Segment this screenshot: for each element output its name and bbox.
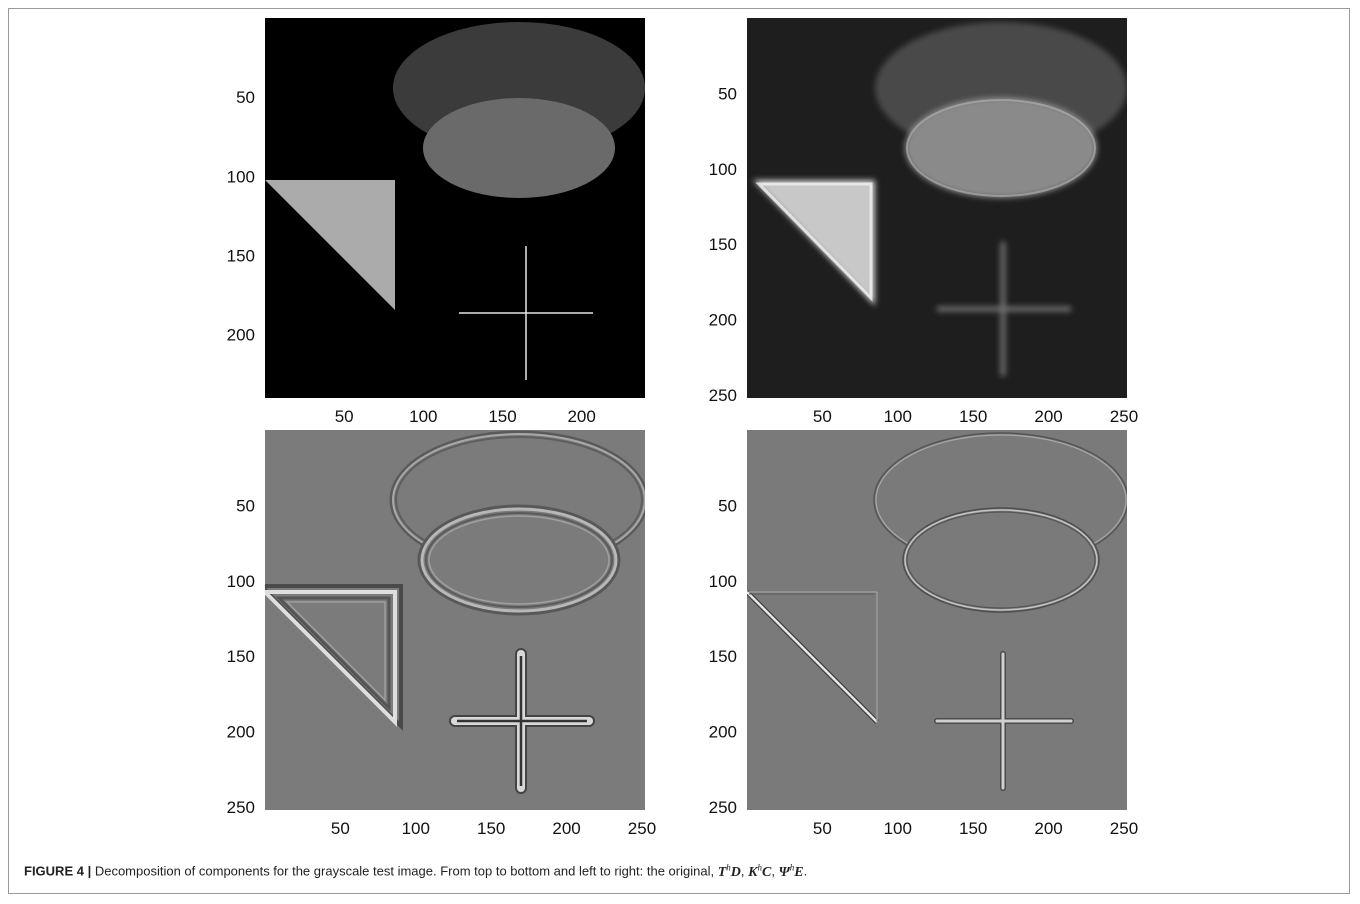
figure-caption: FIGURE 4 | Decomposition of components f…	[24, 862, 808, 880]
x-tick-label: 50	[813, 819, 832, 838]
cross-edge	[934, 651, 1074, 791]
y-tick-label: 100	[227, 167, 255, 186]
y-tick-label: 150	[709, 235, 737, 254]
panel-noise: 50 100 150 200 250 50 100 150 200 250	[692, 430, 1138, 842]
y-tick-label: 150	[227, 647, 255, 666]
x-tick-label: 250	[1110, 407, 1138, 426]
y-tick-label: 250	[709, 386, 737, 405]
y-tick-label: 100	[227, 572, 255, 591]
x-tick-label: 200	[552, 819, 580, 838]
y-tick-label: 200	[709, 723, 737, 742]
x-tick-label: 100	[409, 407, 437, 426]
term-1: ThD	[717, 862, 741, 880]
panel-texture: 50 100 150 200 250 50 100 150 200 250	[210, 430, 656, 842]
small-ellipse-edge	[417, 504, 621, 616]
panel-cartoon: 50 100 150 200 250 50 100 150 200 250	[692, 18, 1138, 430]
x-tick-label: 100	[884, 407, 912, 426]
y-tick-label: 200	[709, 311, 737, 330]
x-tick-label: 200	[1034, 819, 1062, 838]
x-tick-label: 100	[884, 819, 912, 838]
x-tick-label: 200	[1034, 407, 1062, 426]
x-tick-label: 200	[567, 407, 595, 426]
y-tick-label: 150	[227, 247, 255, 266]
x-tick-label: 50	[331, 819, 350, 838]
small-ellipse	[905, 98, 1097, 198]
x-tick-label: 250	[1110, 819, 1138, 838]
small-ellipse-edge	[902, 507, 1100, 613]
image-background	[265, 430, 645, 810]
x-tick-label: 50	[813, 407, 832, 426]
y-tick-label: 50	[718, 496, 737, 515]
y-tick-label: 50	[718, 84, 737, 103]
y-tick-label: 50	[236, 496, 255, 515]
x-tick-label: 150	[959, 407, 987, 426]
y-tick-label: 200	[227, 723, 255, 742]
term-3: ΨhE	[778, 862, 804, 880]
triangle-edge	[265, 584, 403, 731]
y-tick-label: 150	[709, 647, 737, 666]
x-tick-label: 150	[488, 407, 516, 426]
cross-edge	[449, 648, 595, 794]
x-tick-label: 150	[477, 819, 505, 838]
triangle-edge	[747, 590, 879, 724]
term-2: KhC	[748, 862, 772, 880]
y-tick-label: 250	[227, 798, 255, 817]
image-background	[747, 430, 1127, 810]
x-tick-label: 100	[402, 819, 430, 838]
figure-frame	[8, 8, 1350, 894]
triangle	[753, 180, 875, 306]
small-ellipse	[423, 98, 615, 198]
triangle	[265, 180, 395, 310]
x-tick-label: 250	[628, 819, 656, 838]
y-tick-label: 50	[236, 88, 255, 107]
y-tick-label: 200	[227, 326, 255, 345]
y-tick-label: 250	[709, 798, 737, 817]
panel-original: 50 100 150 200 50 100 150 200	[210, 18, 650, 430]
caption-text: Decomposition of components for the gray…	[94, 863, 715, 879]
x-tick-label: 50	[335, 407, 354, 426]
y-tick-label: 100	[709, 572, 737, 591]
y-tick-label: 100	[709, 160, 737, 179]
figure-label: FIGURE 4 |	[24, 863, 92, 879]
x-tick-label: 150	[959, 819, 987, 838]
